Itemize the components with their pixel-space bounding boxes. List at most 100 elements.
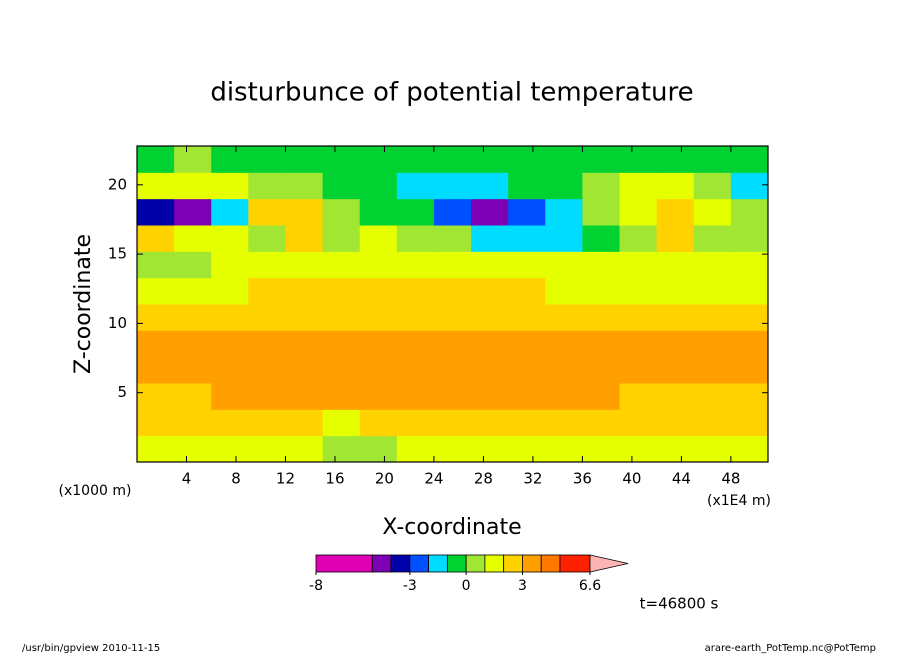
field-cell — [285, 225, 324, 252]
x-tick-label: 28 — [474, 470, 493, 488]
colorbar-box — [409, 554, 430, 573]
field-cell — [656, 172, 695, 200]
field-cell — [137, 304, 175, 331]
field-cell — [285, 172, 324, 200]
field-cell — [322, 251, 361, 279]
field-cell — [582, 383, 621, 410]
colorbar-tick-label: 6.6 — [579, 578, 601, 594]
field-cell — [656, 383, 695, 410]
field-cell — [730, 435, 769, 463]
field-cell — [471, 409, 509, 437]
field-cell — [545, 277, 583, 305]
x-tick-label: 8 — [231, 470, 241, 488]
field-cell — [433, 383, 472, 410]
field-cell — [730, 146, 769, 173]
x-tick-label: 40 — [622, 470, 641, 488]
field-cell — [471, 172, 509, 200]
field-cell — [619, 409, 658, 437]
field-cell — [322, 356, 361, 384]
field-cell — [396, 356, 435, 384]
field-cell — [433, 304, 472, 331]
field-cell — [545, 435, 583, 463]
colorbar: -8 -3 0 3 6.6 — [309, 554, 629, 594]
field-cell — [582, 277, 621, 305]
field-cell — [656, 251, 695, 279]
field-cell — [619, 198, 658, 226]
colorbar-box — [390, 554, 411, 573]
y-tick-label: 5 — [117, 383, 127, 401]
field-cell — [582, 251, 621, 279]
field-cell — [471, 435, 509, 463]
field-cell — [174, 409, 212, 437]
field-cell — [545, 172, 583, 200]
field-cell — [693, 383, 732, 410]
field-cell — [619, 225, 658, 252]
field-cell — [137, 277, 175, 305]
field-cell — [137, 198, 175, 226]
field-cell — [730, 409, 769, 437]
colorbar-box — [446, 554, 467, 573]
field-cell — [396, 198, 435, 226]
y-tick-label: 15 — [108, 245, 127, 263]
field-cell — [359, 409, 398, 437]
field-cell — [211, 435, 249, 463]
field-cell — [582, 356, 621, 384]
field-cell — [619, 304, 658, 331]
field-cell — [322, 435, 361, 463]
colorbar-box — [540, 554, 561, 573]
y-axis-label: Z-coordinate — [71, 234, 96, 374]
field-cell — [211, 277, 249, 305]
field-cell — [137, 225, 175, 252]
x-tick-label: 48 — [721, 470, 740, 488]
field-cell — [730, 304, 769, 331]
colorbar-box — [315, 554, 373, 573]
field-cell — [248, 172, 286, 200]
field-cell — [211, 225, 249, 252]
x-axis-label: X-coordinate — [382, 515, 521, 540]
field-cell — [693, 435, 732, 463]
field-cell — [471, 277, 509, 305]
field-cell — [137, 435, 175, 463]
field-cell — [396, 277, 435, 305]
field-cell — [730, 383, 769, 410]
field-cell — [137, 251, 175, 279]
field-cell — [359, 383, 398, 410]
field-cell — [433, 225, 472, 252]
field-cell — [137, 172, 175, 200]
field-cell — [545, 409, 583, 437]
field-cell — [730, 198, 769, 226]
field-cell — [396, 304, 435, 331]
field-cell — [359, 356, 398, 384]
field-cell — [693, 146, 732, 173]
field-cell — [137, 383, 175, 410]
field-cell — [322, 330, 361, 358]
y-axis-unit: (x1000 m) — [59, 483, 132, 499]
colorbar-box — [522, 554, 542, 573]
field-cell — [359, 304, 398, 331]
field-cell — [396, 409, 435, 437]
colorbar-tick-label: -3 — [403, 578, 417, 594]
field-cell — [508, 172, 546, 200]
field-cell — [248, 304, 286, 331]
field-cell — [656, 330, 695, 358]
field-cell — [174, 146, 212, 173]
field-cell — [508, 330, 546, 358]
field-cell — [508, 251, 546, 279]
field-cell — [174, 383, 212, 410]
field-cell — [730, 251, 769, 279]
field-cell — [619, 383, 658, 410]
field-cell — [508, 277, 546, 305]
field-cell — [582, 146, 621, 173]
field-cell — [619, 277, 658, 305]
field-cell — [174, 251, 212, 279]
field-cell — [285, 383, 324, 410]
field-cell — [285, 330, 324, 358]
x-tick-label: 24 — [424, 470, 443, 488]
field-cell — [211, 172, 249, 200]
chart-title: disturbunce of potential temperature — [210, 78, 693, 108]
field-cell — [322, 225, 361, 252]
field-cell — [248, 330, 286, 358]
field-cell — [396, 383, 435, 410]
field-cell — [545, 330, 583, 358]
x-tick-label: 36 — [573, 470, 592, 488]
